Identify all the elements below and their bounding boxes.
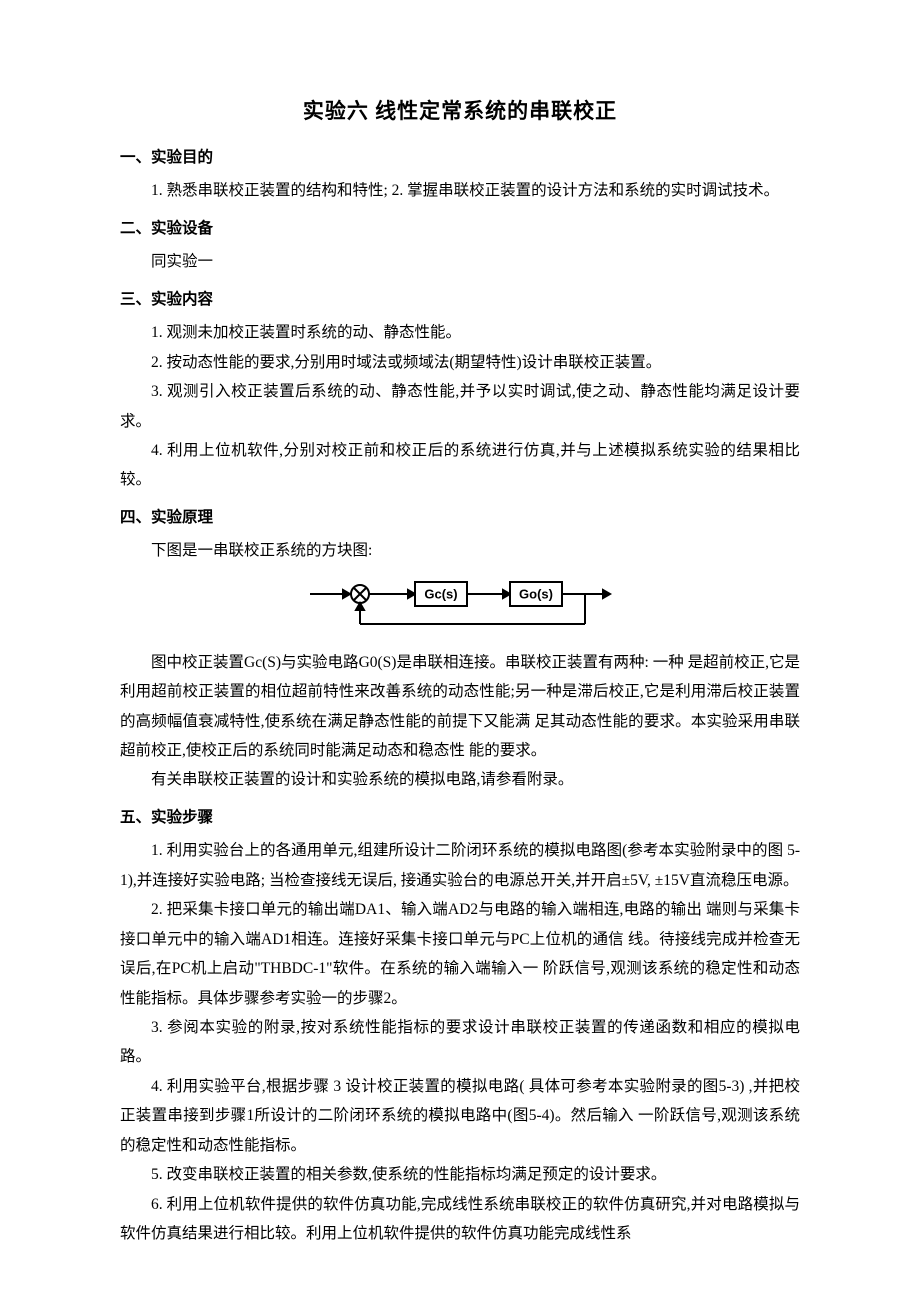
section-5-p2: 2. 把采集卡接口单元的输出端DA1、输入端AD2与电路的输入端相连,电路的输出…	[120, 895, 800, 1013]
section-5-p1: 1. 利用实验台上的各通用单元,组建所设计二阶闭环系统的模拟电路图(参考本实验附…	[120, 836, 800, 895]
section-4-heading: 四、实验原理	[120, 503, 800, 532]
section-1-heading: 一、实验目的	[120, 143, 800, 172]
section-4-p3: 有关串联校正装置的设计和实验系统的模拟电路,请参看附录。	[120, 765, 800, 794]
section-3-p2: 2. 按动态性能的要求,分别用时域法或频域法(期望特性)设计串联校正装置。	[120, 348, 800, 377]
block-go-label: Go(s)	[519, 586, 553, 601]
section-5-p4: 4. 利用实验平台,根据步骤 3 设计校正装置的模拟电路( 具体可参考本实验附录…	[120, 1072, 800, 1160]
section-5-heading: 五、实验步骤	[120, 803, 800, 832]
document-title: 实验六 线性定常系统的串联校正	[120, 95, 800, 125]
section-4-p1: 下图是一串联校正系统的方块图:	[120, 536, 800, 565]
section-3-heading: 三、实验内容	[120, 285, 800, 314]
section-3-p4: 4. 利用上位机软件,分别对校正前和校正后的系统进行仿真,并与上述模拟系统实验的…	[120, 436, 800, 495]
section-4-p2: 图中校正装置Gc(S)与实验电路G0(S)是串联相连接。串联校正装置有两种: 一…	[120, 648, 800, 766]
section-5-p3: 3. 参阅本实验的附录,按对系统性能指标的要求设计串联校正装置的传递函数和相应的…	[120, 1013, 800, 1072]
section-1-p1: 1. 熟悉串联校正装置的结构和特性; 2. 掌握串联校正装置的设计方法和系统的实…	[120, 176, 800, 205]
section-3-p1: 1. 观测未加校正装置时系统的动、静态性能。	[120, 318, 800, 347]
block-diagram-container: Gc(s) Go(s)	[120, 574, 800, 634]
section-5-p5: 5. 改变串联校正装置的相关参数,使系统的性能指标均满足预定的设计要求。	[120, 1160, 800, 1189]
section-2-heading: 二、实验设备	[120, 214, 800, 243]
section-5-p6: 6. 利用上位机软件提供的软件仿真功能,完成线性系统串联校正的软件仿真研究,并对…	[120, 1190, 800, 1249]
block-gc-label: Gc(s)	[424, 586, 457, 601]
section-3-p3: 3. 观测引入校正装置后系统的动、静态性能,并予以实时调试,使之动、静态性能均满…	[120, 377, 800, 436]
section-2-p1: 同实验一	[120, 247, 800, 276]
block-diagram: Gc(s) Go(s)	[305, 574, 615, 634]
